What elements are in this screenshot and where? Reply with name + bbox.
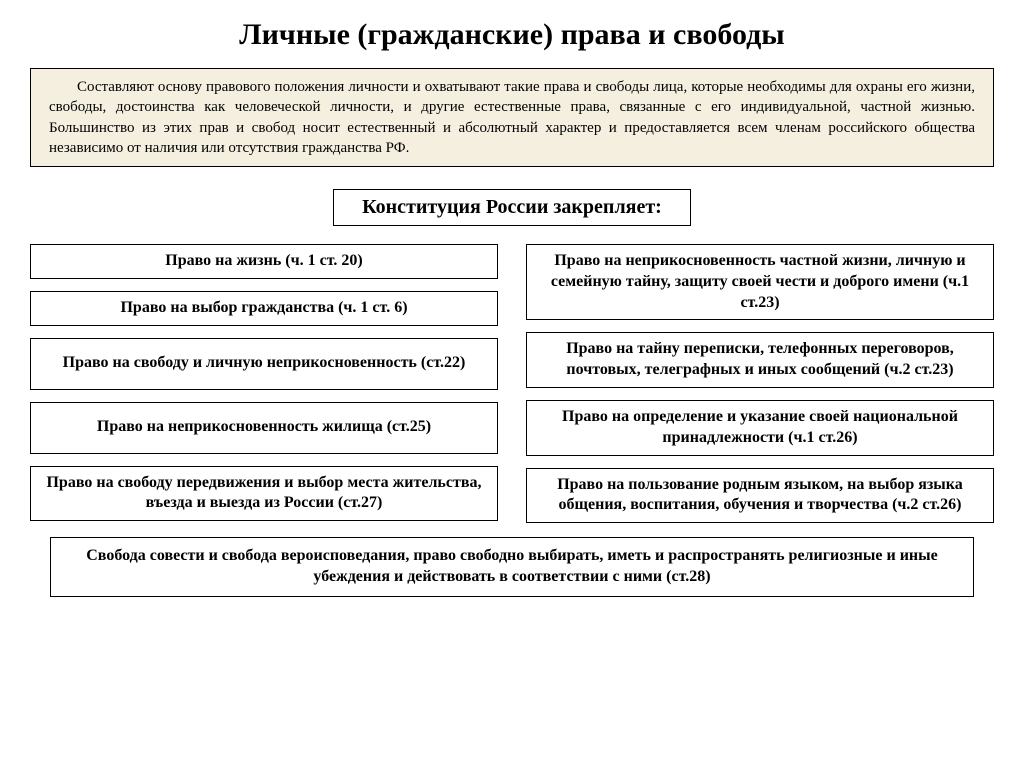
rights-cell: Право на свободу передвижения и выбор ме… <box>30 466 498 522</box>
rights-cell: Право на выбор гражданства (ч. 1 ст. 6) <box>30 291 498 326</box>
footer-cell: Свобода совести и свобода вероисповедани… <box>50 537 974 597</box>
rights-cell: Право на неприкосновенность жилища (ст.2… <box>30 402 498 454</box>
subtitle-wrap: Конституция России закрепляет: <box>30 189 994 226</box>
subtitle: Конституция России закрепляет: <box>333 189 691 226</box>
rights-cell: Право на тайну переписки, телефонных пер… <box>526 332 994 388</box>
right-column: Право на неприкосновенность частной жизн… <box>526 244 994 523</box>
rights-cell: Право на неприкосновенность частной жизн… <box>526 244 994 320</box>
rights-cell: Право на определение и указание своей на… <box>526 400 994 456</box>
rights-cell: Право на свободу и личную неприкосновенн… <box>30 338 498 390</box>
page-title: Личные (гражданские) права и свободы <box>30 18 994 52</box>
intro-text: Составляют основу правового положения ли… <box>49 79 975 156</box>
rights-cell: Право на жизнь (ч. 1 ст. 20) <box>30 244 498 279</box>
left-column: Право на жизнь (ч. 1 ст. 20) Право на вы… <box>30 244 498 523</box>
intro-box: Составляют основу правового положения ли… <box>30 68 994 167</box>
rights-cell: Право на пользование родным языком, на в… <box>526 468 994 524</box>
columns: Право на жизнь (ч. 1 ст. 20) Право на вы… <box>30 244 994 523</box>
